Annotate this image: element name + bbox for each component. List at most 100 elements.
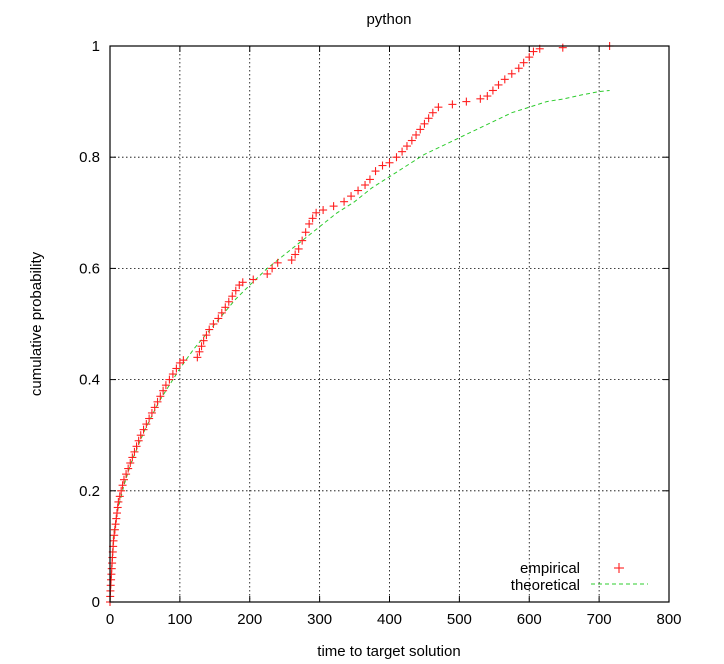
empirical-point bbox=[132, 442, 141, 451]
empirical-point bbox=[110, 531, 119, 540]
empirical-point bbox=[402, 142, 411, 151]
x-tick-label: 700 bbox=[587, 611, 612, 628]
empirical-point bbox=[263, 269, 272, 278]
empirical-point bbox=[115, 492, 124, 501]
empirical-point bbox=[407, 136, 416, 145]
y-tick-label: 1 bbox=[92, 38, 100, 55]
empirical-point bbox=[329, 202, 338, 211]
empirical-point bbox=[142, 420, 151, 429]
empirical-point bbox=[119, 475, 128, 484]
empirical-point bbox=[319, 206, 328, 215]
empirical-point bbox=[202, 331, 211, 340]
y-axis-label: cumulative probability bbox=[28, 251, 45, 396]
empirical-point bbox=[494, 80, 503, 89]
empirical-point bbox=[110, 525, 119, 534]
x-tick-label: 400 bbox=[377, 611, 402, 628]
empirical-point bbox=[312, 208, 321, 217]
empirical-point bbox=[483, 92, 492, 101]
empirical-point bbox=[111, 520, 120, 529]
empirical-point bbox=[130, 447, 139, 456]
empirical-point bbox=[217, 308, 226, 317]
empirical-point bbox=[462, 97, 471, 106]
empirical-point bbox=[172, 364, 181, 373]
empirical-point bbox=[525, 53, 534, 62]
legend-label-theoretical: theoretical bbox=[511, 577, 580, 594]
empirical-point bbox=[273, 258, 282, 267]
x-axis-label: time to target solution bbox=[317, 643, 460, 660]
empirical-point bbox=[500, 75, 509, 84]
x-tick-label: 800 bbox=[656, 611, 681, 628]
empirical-point bbox=[424, 114, 433, 123]
empirical-point bbox=[448, 100, 457, 109]
empirical-point bbox=[126, 459, 135, 467]
empirical-point bbox=[122, 470, 131, 479]
empirical-point bbox=[354, 186, 363, 195]
empirical-point bbox=[385, 158, 394, 167]
y-tick-label: 0.8 bbox=[79, 149, 100, 166]
empirical-point bbox=[118, 481, 127, 490]
empirical-point bbox=[159, 386, 168, 395]
empirical-point bbox=[371, 167, 380, 176]
grid-layer bbox=[110, 46, 669, 602]
empirical-point bbox=[112, 514, 121, 523]
empirical-point bbox=[165, 375, 174, 384]
legend-label-empirical: empirical bbox=[520, 560, 580, 577]
empirical-point bbox=[291, 250, 300, 259]
empirical-point bbox=[147, 408, 156, 417]
empirical-point bbox=[134, 436, 143, 445]
y-tick-label: 0.4 bbox=[79, 372, 100, 389]
empirical-point bbox=[412, 130, 421, 139]
empirical-point bbox=[249, 275, 258, 284]
empirical-point bbox=[268, 264, 277, 273]
empirical-point bbox=[156, 392, 165, 401]
empirical-point bbox=[150, 403, 159, 412]
y-tick-label: 0 bbox=[92, 594, 100, 611]
y-tick-label: 0.6 bbox=[79, 260, 100, 277]
empirical-point bbox=[168, 370, 177, 379]
empirical-point bbox=[139, 425, 148, 434]
series-layer bbox=[106, 42, 614, 606]
empirical-point bbox=[428, 108, 437, 117]
chart-title: python bbox=[366, 11, 411, 28]
x-tick-label: 200 bbox=[237, 611, 262, 628]
empirical-point bbox=[298, 236, 307, 245]
empirical-point bbox=[228, 292, 237, 301]
empirical-point bbox=[117, 486, 126, 495]
empirical-point bbox=[558, 43, 567, 52]
empirical-point bbox=[361, 181, 370, 189]
empirical-point bbox=[420, 119, 429, 128]
empirical-point bbox=[109, 536, 118, 545]
empirical-point bbox=[378, 161, 387, 170]
empirical-point bbox=[153, 397, 162, 406]
empirical-point bbox=[305, 219, 314, 228]
x-tick-label: 0 bbox=[106, 611, 114, 628]
empirical-point bbox=[114, 497, 123, 506]
empirical-point bbox=[392, 153, 401, 162]
empirical-point bbox=[416, 125, 425, 134]
empirical-point bbox=[340, 197, 349, 206]
empirical-point bbox=[199, 336, 208, 345]
empirical-point bbox=[301, 228, 310, 237]
empirical-point bbox=[514, 64, 523, 73]
empirical-point bbox=[347, 192, 356, 201]
empirical-point bbox=[529, 47, 538, 56]
empirical-point bbox=[195, 347, 204, 356]
empirical-point bbox=[221, 303, 230, 312]
empirical-point bbox=[476, 94, 485, 103]
theoretical-series-line bbox=[109, 90, 610, 603]
empirical-point bbox=[488, 86, 497, 95]
legend-marker-empirical bbox=[614, 563, 624, 573]
empirical-point bbox=[287, 256, 296, 265]
empirical-point bbox=[398, 147, 407, 156]
empirical-point bbox=[145, 414, 154, 423]
y-tick-label: 0.2 bbox=[79, 483, 100, 500]
empirical-point bbox=[112, 509, 121, 518]
x-tick-label: 600 bbox=[517, 611, 542, 628]
x-tick-label: 300 bbox=[307, 611, 332, 628]
empirical-point bbox=[161, 381, 170, 390]
empirical-point bbox=[179, 356, 188, 365]
empirical-point bbox=[197, 342, 206, 351]
empirical-point bbox=[193, 353, 202, 362]
legend: empirical theoretical bbox=[511, 560, 648, 594]
